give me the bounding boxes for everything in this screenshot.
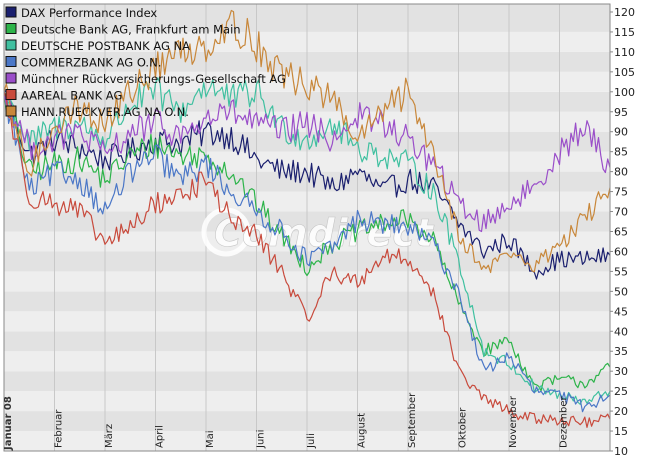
series-line-5: [4, 91, 610, 428]
y-tick-label: 25: [614, 385, 628, 398]
legend-swatch: [5, 39, 17, 51]
y-tick-label: 30: [614, 365, 628, 378]
y-tick-label: 35: [614, 345, 628, 358]
x-month-label: April: [155, 425, 166, 448]
x-month-label: März: [104, 424, 115, 448]
y-tick-label: 10: [614, 445, 628, 458]
x-month-label: Dezember: [559, 396, 570, 448]
series-line-3: [4, 89, 610, 413]
y-tick-label: 70: [614, 206, 628, 219]
watermark-logo-ring: [201, 207, 251, 257]
y-tick-label: 55: [614, 265, 628, 278]
x-month-label: Mai: [205, 430, 216, 448]
legend-label: Münchner Rückversicherungs-Gesellschaft …: [21, 72, 286, 86]
y-tick-label: 115: [614, 26, 635, 39]
series-line-1: [4, 91, 610, 392]
x-month-label: August: [357, 413, 368, 448]
legend-label: AAREAL BANK AG: [21, 89, 122, 103]
x-month-label: Oktober: [458, 407, 469, 448]
y-tick-label: 40: [614, 325, 628, 338]
series-lines: [4, 9, 610, 428]
legend-label: HANN.RUECKVER.AG NA O.N.: [21, 105, 189, 119]
series-line-0: [4, 90, 610, 280]
legend-swatch: [5, 105, 17, 117]
y-tick-label: 65: [614, 225, 628, 238]
y-tick-label: 20: [614, 405, 628, 418]
legend-swatch: [5, 6, 17, 18]
legend-swatch: [5, 23, 17, 34]
y-tick-label: 105: [614, 66, 635, 79]
y-tick-label: 110: [614, 46, 635, 59]
y-tick-label: 80: [614, 166, 628, 179]
x-month-label: Februar: [54, 409, 65, 448]
x-month-label: November: [508, 395, 519, 448]
y-tick-label: 50: [614, 285, 628, 298]
legend-label: DAX Performance Index: [21, 6, 157, 20]
x-axis-month-labels: Februar März April Mai Juni Juli August Septemb…: [54, 392, 570, 449]
legend-label: COMMERZBANK AG O.N.: [21, 56, 161, 70]
grid-lines: [54, 4, 560, 451]
y-tick-label: 45: [614, 305, 628, 318]
plot-frame: [3, 3, 611, 452]
y-tick-label: 120: [614, 6, 635, 19]
x-month-label: September: [407, 392, 418, 448]
series-line-4: [4, 91, 610, 233]
legend: DAX Performance Index Deutsche Bank AG, F…: [5, 6, 286, 119]
year-label: Januar 08: [3, 396, 14, 451]
legend-swatch: [5, 72, 17, 84]
y-tick-label: 95: [614, 106, 628, 119]
legend-label: DEUTSCHE POSTBANK AG NA: [21, 39, 190, 53]
y-tick-label: 15: [614, 425, 628, 438]
legend-label: Deutsche Bank AG, Frankfurt am Main: [21, 23, 241, 37]
y-tick-label: 85: [614, 146, 628, 159]
x-month-label: Juni: [256, 430, 267, 449]
y-tick-label: 90: [614, 126, 628, 139]
x-month-label: Juli: [306, 433, 317, 449]
y-tick-label: 100: [614, 86, 635, 99]
legend-swatch: [5, 56, 17, 67]
series-line-6: [4, 9, 610, 274]
y-tick-label: 75: [614, 186, 628, 199]
y-tick-label: 60: [614, 245, 628, 258]
legend-swatch: [5, 89, 17, 100]
y-axis-ticks: 10 15 20 25 30 35 40 45 50 55 60 65 70 75 80 85 90 95 100 1…: [610, 6, 635, 458]
